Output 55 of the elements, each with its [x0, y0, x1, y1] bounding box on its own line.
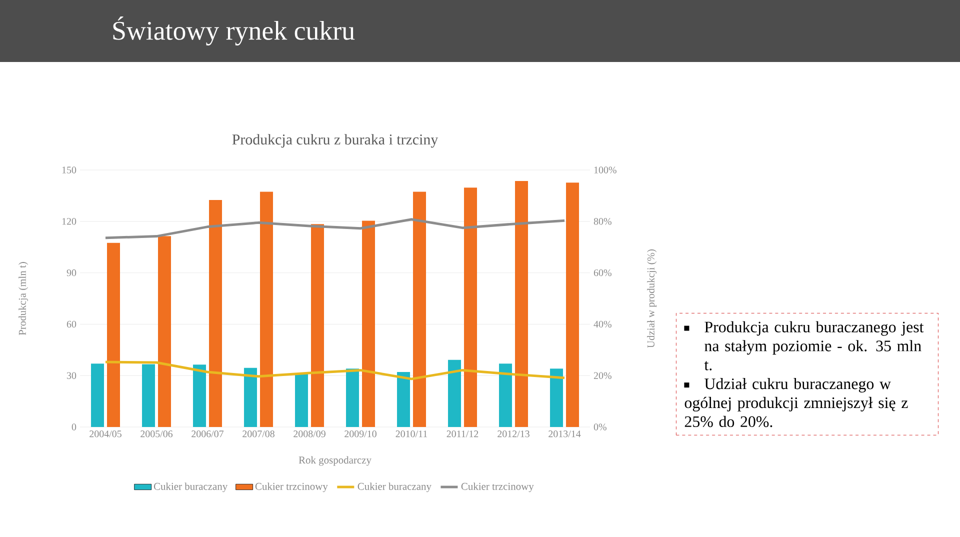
bar: [346, 368, 360, 427]
x-tick-label: 2012/13: [498, 430, 530, 438]
x-tick-label: 2013/14: [548, 430, 581, 438]
bar: [464, 188, 478, 427]
y2-axis-title: Udział w produkcji (%): [647, 249, 657, 348]
x-tick-label: 2011/12: [446, 430, 478, 438]
x-tick-label: 2004/05: [90, 430, 122, 438]
bar: [550, 368, 564, 427]
y2-tick-label: 60%: [594, 269, 612, 276]
bar: [244, 368, 258, 427]
bar: [566, 182, 580, 427]
y-axis-title: Produkcja (mln t): [18, 262, 28, 336]
line-series: [104, 360, 566, 380]
chart-subtitle: Produkcja cukru z buraka i trzciny: [232, 134, 438, 148]
bar: [91, 364, 104, 427]
bar: [193, 364, 206, 427]
y-tick-label: 30: [67, 372, 76, 379]
bar: [209, 200, 222, 427]
y-tick-label: 0: [72, 424, 76, 430]
x-axis-title: Rok gospodarczy: [298, 456, 372, 466]
y2-tick-label: 100%: [594, 166, 616, 174]
text: Udział cukru buraczanego w ogólnej produkcji zmniejszył się z 25% do 20%.: [684, 378, 908, 428]
bar: [295, 374, 308, 427]
y2-tick-label: 20%: [594, 372, 612, 379]
bar: [397, 372, 410, 427]
x-tick-label: 2010/11: [396, 430, 428, 438]
legend-label: Cukier buraczany: [358, 482, 432, 492]
chart-title: Światowy rynek cukru: [113, 16, 355, 46]
x-tick-label: 2008/09: [294, 430, 326, 438]
text: Produkcja cukru buraczanego jest na stałym poziomie - ok. 35 mln t.: [704, 321, 924, 370]
bar: [362, 220, 376, 427]
legend-label: Cukier trzcinowy: [461, 482, 534, 492]
legend-label: Cukier buraczany: [154, 482, 228, 492]
x-tick-label: 2006/07: [192, 430, 224, 438]
bar: [311, 224, 324, 427]
x-tick-label: 2005/06: [140, 430, 173, 438]
legend-label: Cukier trzcinowy: [255, 482, 328, 492]
bar: [107, 242, 120, 427]
bar: [499, 364, 512, 427]
x-tick-label: 2007/08: [242, 430, 274, 438]
y2-tick-label: 0%: [594, 424, 606, 430]
line-series: [104, 218, 566, 240]
bar: [260, 192, 274, 427]
y2-tick-label: 40%: [594, 320, 612, 328]
bar: [142, 364, 155, 427]
bar: [413, 192, 426, 427]
x-tick-label: 2009/10: [344, 430, 376, 438]
y2-tick-label: 80%: [594, 218, 612, 225]
y-tick-label: 90: [66, 269, 76, 276]
bar: [448, 360, 462, 427]
bar: [158, 236, 171, 427]
y-tick-label: 150: [62, 166, 76, 174]
y-tick-label: 60: [66, 320, 76, 328]
bar: [515, 180, 528, 427]
y-tick-label: 120: [62, 218, 76, 225]
